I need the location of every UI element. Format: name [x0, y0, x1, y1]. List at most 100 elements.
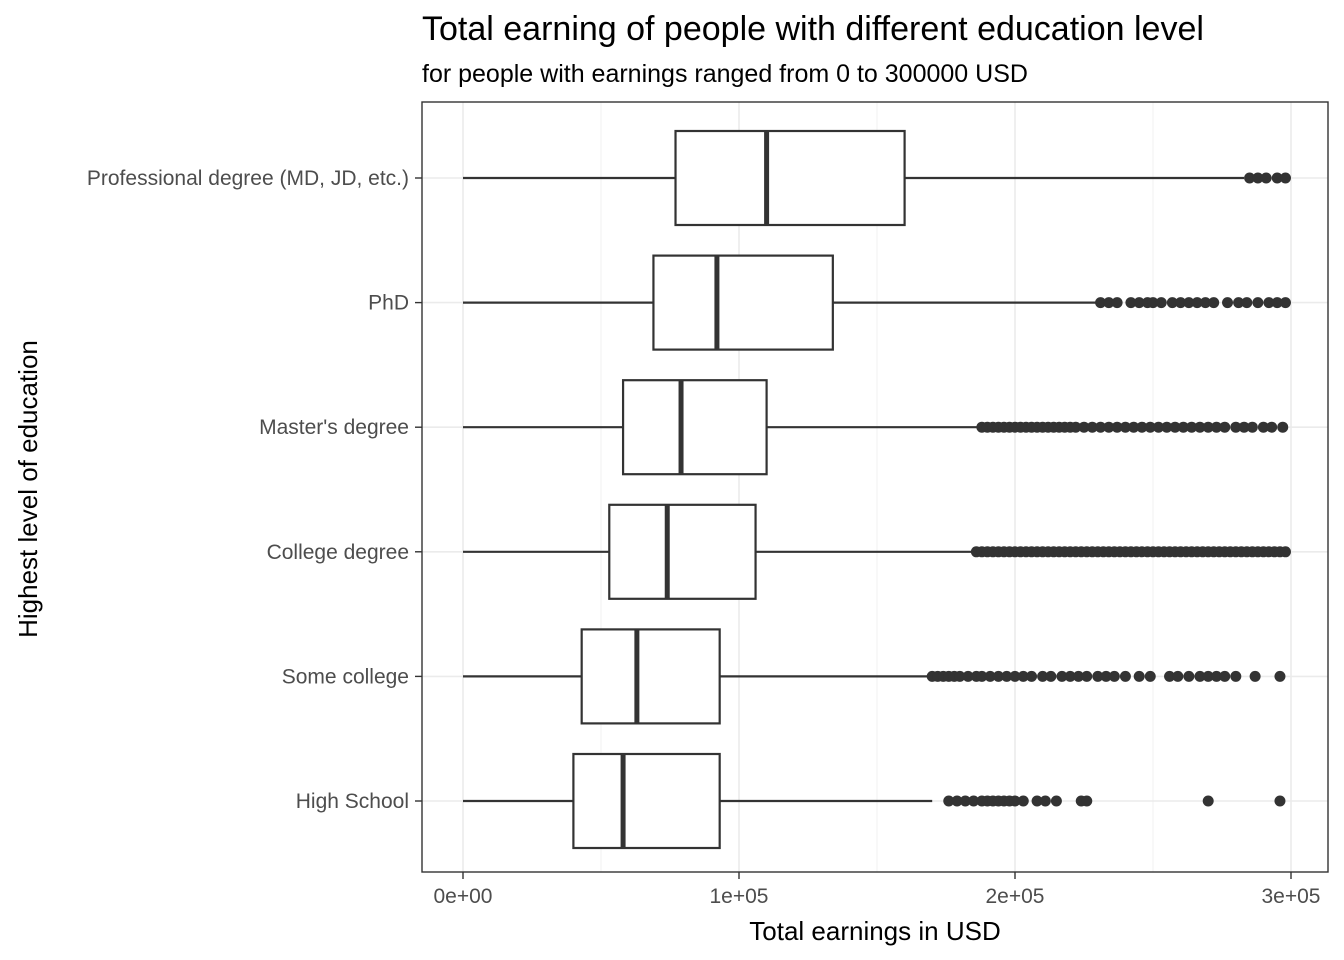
outlier-point-1-0	[1095, 297, 1107, 309]
outlier-point-1-17	[1252, 297, 1264, 309]
outlier-point-5-2	[959, 795, 971, 807]
outlier-point-1-20	[1279, 297, 1291, 309]
outlier-point-4-24	[1119, 670, 1131, 682]
y-tick-label-1: PhD	[368, 292, 409, 315]
box-group-3	[463, 503, 1291, 600]
iqr-box-0	[674, 129, 906, 227]
outlier-point-1-3	[1125, 297, 1137, 309]
outlier-point-2-37	[1238, 421, 1250, 433]
outlier-point-1-8	[1166, 297, 1178, 309]
outlier-point-4-35	[1249, 670, 1261, 682]
outlier-point-4-9	[984, 670, 996, 682]
outlier-point-2-23	[1119, 421, 1131, 433]
y-axis-title: Highest level of education	[13, 340, 43, 638]
outlier-point-2-18	[1078, 421, 1090, 433]
outlier-point-2-36	[1230, 421, 1242, 433]
outlier-point-1-1	[1103, 297, 1115, 309]
outlier-point-5-17	[1202, 795, 1214, 807]
axes: 0e+00 1e+05 2e+05 3e+05 Professional degree …	[87, 167, 1321, 908]
outlier-point-5-10	[1009, 795, 1021, 807]
x-tick-label-2: 2e+05	[986, 885, 1045, 908]
outlier-point-4-21	[1092, 670, 1104, 682]
outlier-point-4-12	[1009, 670, 1021, 682]
outlier-point-2-26	[1144, 421, 1156, 433]
outlier-point-5-12	[1031, 795, 1043, 807]
outlier-point-4-34	[1230, 670, 1242, 682]
outlier-point-4-36	[1274, 670, 1286, 682]
x-axis-title: Total earnings in USD	[749, 916, 1000, 946]
outlier-point-4-11	[1001, 670, 1013, 682]
outlier-point-1-2	[1111, 297, 1123, 309]
outlier-point-2-22	[1111, 421, 1123, 433]
outlier-point-4-17	[1056, 670, 1068, 682]
outlier-point-2-41	[1277, 421, 1289, 433]
y-tick-label-3: College degree	[267, 541, 409, 564]
x-tick-label-3: 3e+05	[1262, 885, 1321, 908]
iqr-box-1	[652, 254, 834, 351]
outlier-point-4-31	[1202, 670, 1214, 682]
box-group-4	[463, 628, 1286, 725]
y-tick-label-4: Some college	[282, 665, 409, 688]
outlier-point-2-24	[1128, 421, 1140, 433]
outlier-point-4-26	[1144, 670, 1156, 682]
outlier-point-2-34	[1210, 421, 1222, 433]
outlier-point-4-33	[1219, 670, 1231, 682]
outlier-point-2-32	[1194, 421, 1206, 433]
box-group-1	[463, 254, 1291, 351]
outlier-point-4-6	[962, 670, 974, 682]
outlier-point-4-15	[1037, 670, 1049, 682]
outlier-point-2-39	[1257, 421, 1269, 433]
outlier-point-2-30	[1177, 421, 1189, 433]
box-group-0	[463, 129, 1291, 227]
outlier-point-1-19	[1271, 297, 1283, 309]
outlier-point-4-32	[1210, 670, 1222, 682]
outlier-point-2-28	[1161, 421, 1173, 433]
chart-title: Total earning of people with different e…	[422, 10, 1204, 48]
outlier-point-1-9	[1175, 297, 1187, 309]
outlier-point-2-21	[1103, 421, 1115, 433]
y-tick-label-0: Professional degree (MD, JD, etc.)	[87, 167, 409, 190]
plot-area	[463, 129, 1291, 850]
outlier-point-5-18	[1274, 795, 1286, 807]
outlier-point-5-3	[968, 795, 980, 807]
iqr-box-4	[580, 628, 721, 725]
outlier-point-2-19	[1086, 421, 1098, 433]
box-group-5	[463, 752, 1286, 850]
outlier-point-2-38	[1246, 421, 1258, 433]
outlier-point-5-14	[1050, 795, 1062, 807]
outlier-point-1-16	[1241, 297, 1253, 309]
panel-border	[421, 101, 1329, 873]
outlier-point-1-11	[1191, 297, 1203, 309]
outlier-point-4-30	[1194, 670, 1206, 682]
outlier-point-0-1	[1252, 172, 1264, 184]
outlier-point-2-40	[1266, 421, 1278, 433]
outlier-point-4-22	[1100, 670, 1112, 682]
outlier-point-4-19	[1072, 670, 1084, 682]
outlier-point-0-0	[1244, 172, 1256, 184]
outlier-point-5-0	[943, 795, 955, 807]
outlier-point-0-2	[1260, 172, 1272, 184]
outlier-point-4-20	[1081, 670, 1093, 682]
outlier-point-1-7	[1155, 297, 1167, 309]
outlier-point-1-15	[1233, 297, 1245, 309]
outlier-point-2-35	[1219, 421, 1231, 433]
outlier-point-4-29	[1183, 670, 1195, 682]
outlier-point-2-20	[1095, 421, 1107, 433]
outlier-point-1-12	[1199, 297, 1211, 309]
outlier-point-2-25	[1136, 421, 1148, 433]
outlier-point-4-16	[1045, 670, 1057, 682]
outlier-point-4-14	[1026, 670, 1038, 682]
outlier-point-2-27	[1153, 421, 1165, 433]
iqr-box-3	[608, 503, 757, 600]
iqr-box-2	[621, 379, 768, 476]
outlier-point-5-11	[1017, 795, 1029, 807]
y-tick-label-2: Master's degree	[259, 416, 409, 439]
outlier-point-1-14	[1222, 297, 1234, 309]
outlier-point-4-23	[1108, 670, 1120, 682]
x-tick-label-0: 0e+00	[434, 885, 493, 908]
outlier-point-1-13	[1208, 297, 1220, 309]
outlier-point-2-29	[1169, 421, 1181, 433]
outlier-point-5-1	[951, 795, 963, 807]
outlier-point-4-27	[1164, 670, 1176, 682]
